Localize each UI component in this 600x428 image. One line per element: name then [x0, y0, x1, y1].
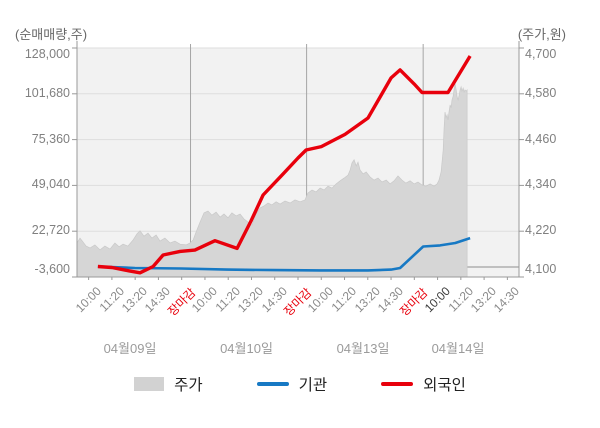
legend-item: 기관 — [256, 373, 328, 395]
legend-label: 주가 — [174, 377, 203, 394]
line-swatch-icon — [256, 382, 289, 386]
right-axis-tick: 4,460 — [525, 131, 557, 146]
legend-item: 주가 — [134, 373, 203, 395]
area-swatch-icon — [134, 377, 165, 391]
date-label: 04월13일 — [336, 341, 390, 356]
right-axis-tick: 4,340 — [525, 177, 557, 192]
left-axis-tick: 75,360 — [31, 131, 70, 146]
left-axis-title: (순매매량,주) — [15, 27, 88, 42]
left-axis-tick: 101,680 — [24, 85, 70, 100]
right-axis-tick: 4,220 — [525, 223, 557, 238]
left-axis-tick: -3,600 — [34, 262, 70, 276]
line-swatch-icon — [381, 382, 414, 386]
right-axis-tick: 4,580 — [525, 85, 557, 100]
legend-label: 기관 — [298, 377, 328, 394]
legend-label: 외국인 — [423, 377, 466, 394]
right-axis-tick: 4,700 — [525, 47, 557, 61]
date-label: 04월14일 — [431, 341, 485, 356]
right-axis-title: (주가,원) — [517, 27, 566, 42]
legend: 주가 기관 외국인 — [0, 373, 600, 395]
date-label: 04월09일 — [103, 341, 157, 356]
left-axis-tick: 49,040 — [31, 177, 70, 192]
left-axis-tick: 128,000 — [24, 47, 70, 61]
date-label: 04월10일 — [220, 341, 273, 356]
left-axis-tick: 22,720 — [31, 223, 70, 238]
right-axis-tick: 4,100 — [525, 262, 557, 276]
legend-item: 외국인 — [381, 373, 466, 395]
